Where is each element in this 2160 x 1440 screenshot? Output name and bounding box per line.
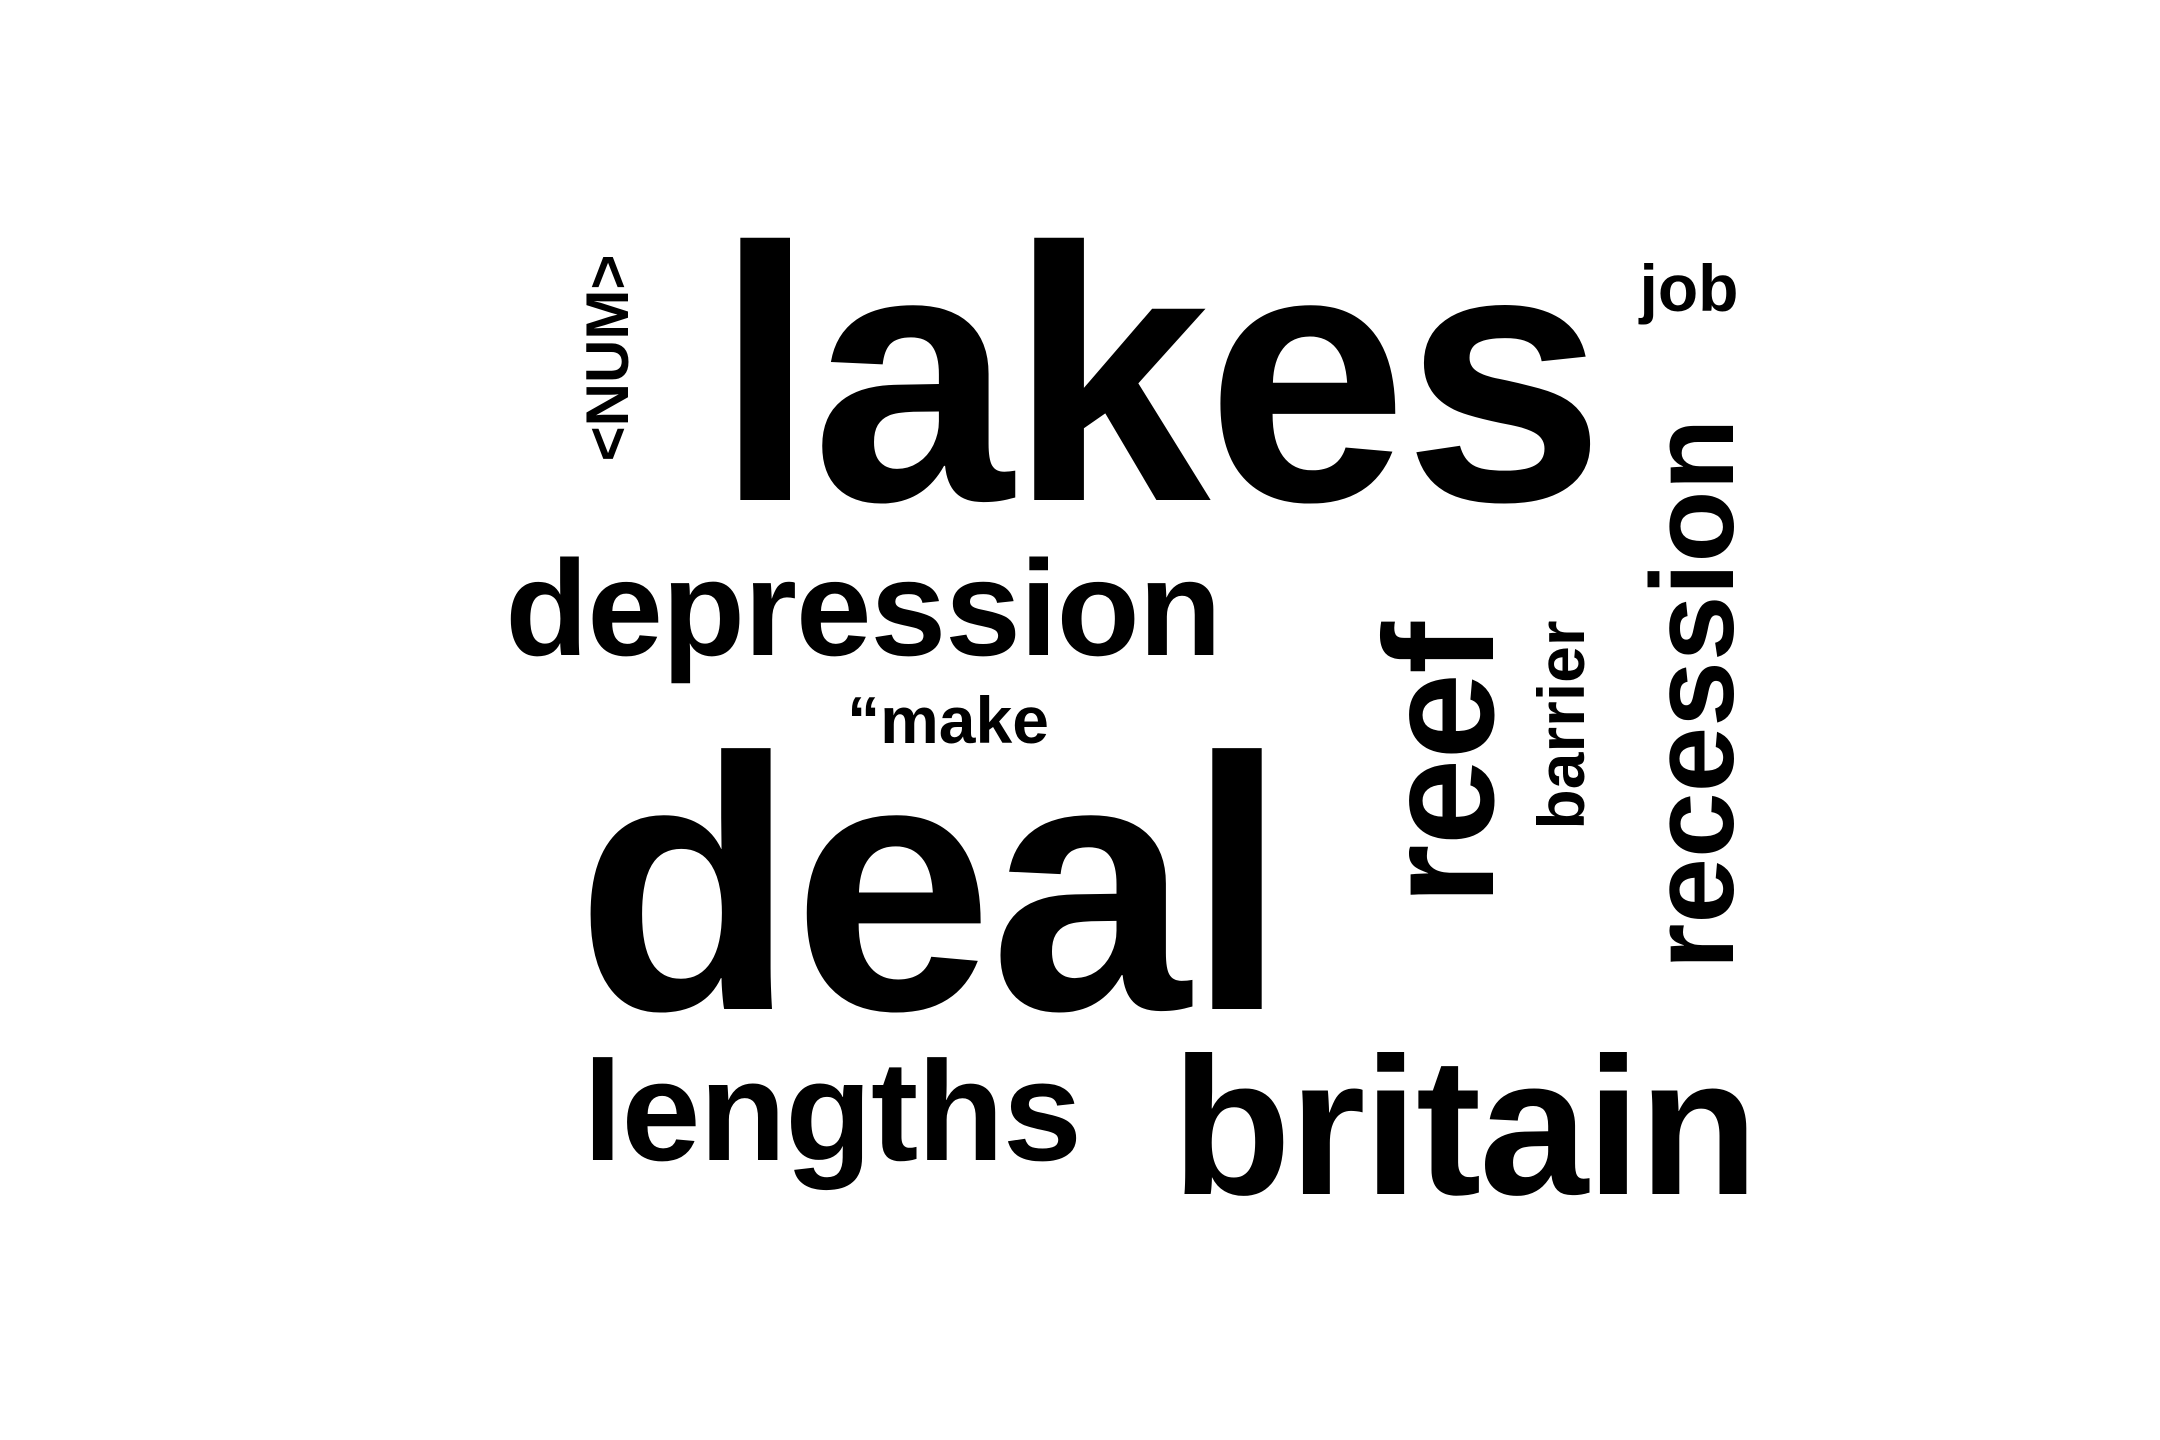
word-depression: depression	[505, 532, 1222, 684]
word-deal: deal	[575, 684, 1287, 1086]
word-britain: britain	[1171, 1017, 1759, 1236]
word-lengths: lengths	[583, 1032, 1082, 1191]
word-recession: recession	[1627, 418, 1759, 970]
word-job: job	[1639, 251, 1739, 325]
word-make: “make	[847, 683, 1049, 757]
word-reef: reef	[1353, 622, 1527, 906]
word-num: <NUM>	[574, 254, 641, 462]
word-barrier: barrier	[1524, 620, 1598, 830]
word-lakes: lakes	[715, 172, 1605, 577]
